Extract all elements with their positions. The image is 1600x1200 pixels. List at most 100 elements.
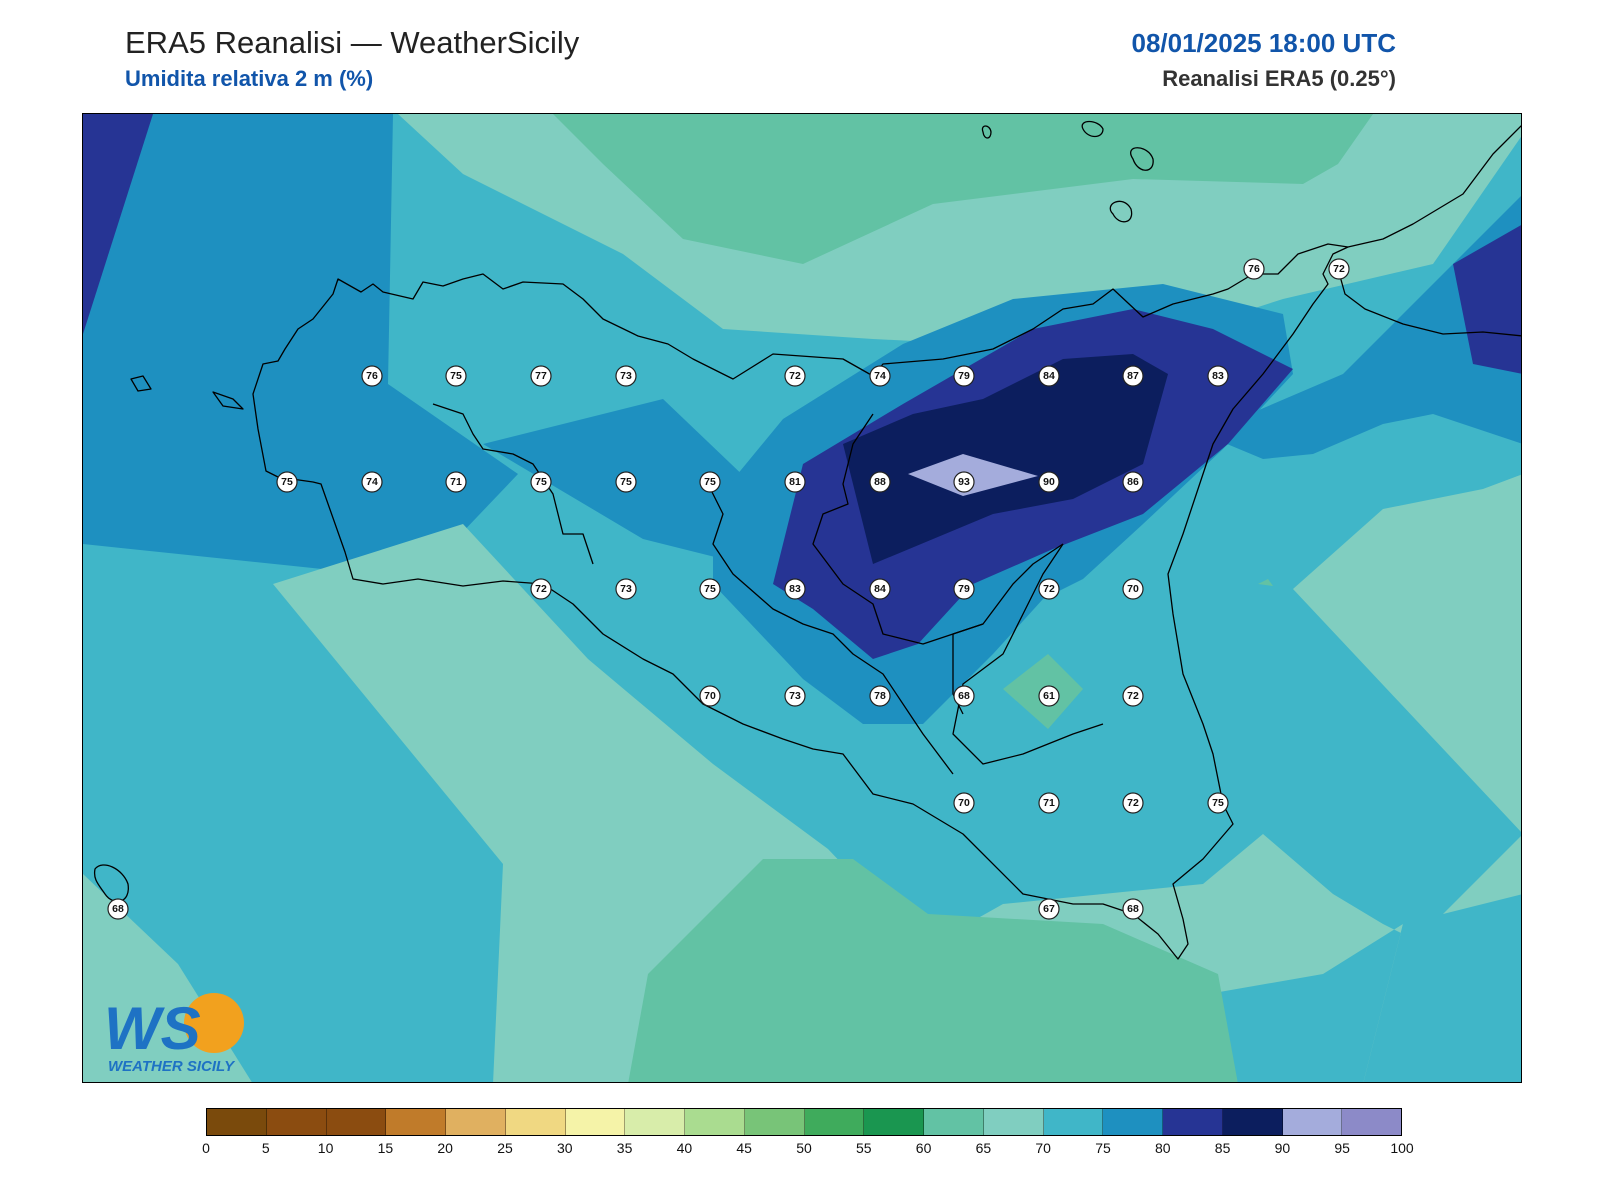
egadi-1 bbox=[130, 375, 152, 392]
datetime-label: 08/01/2025 18:00 UTC bbox=[1131, 28, 1396, 58]
station-dot bbox=[784, 471, 806, 493]
colorbar-segment bbox=[1342, 1109, 1401, 1135]
station-dot bbox=[1122, 898, 1144, 920]
colorbar-tick-label: 20 bbox=[437, 1140, 453, 1156]
colorbar-segment bbox=[326, 1109, 387, 1135]
station-value: 75 bbox=[704, 476, 716, 488]
colorbar-tick-label: 30 bbox=[557, 1140, 573, 1156]
station-value: 81 bbox=[789, 476, 801, 488]
station-dot bbox=[1038, 685, 1060, 707]
station-marker: 72 bbox=[1122, 792, 1144, 814]
station-dot bbox=[699, 578, 721, 600]
station-dot bbox=[530, 578, 552, 600]
colorbar bbox=[206, 1108, 1402, 1136]
station-value: 84 bbox=[1043, 370, 1055, 382]
aeolian-1 bbox=[1130, 147, 1154, 171]
station-value: 75 bbox=[535, 476, 547, 488]
station-marker: 73 bbox=[615, 578, 637, 600]
station-value: 74 bbox=[874, 370, 886, 382]
contour-65-north bbox=[553, 114, 1373, 264]
station-value: 75 bbox=[450, 370, 462, 382]
station-marker: 79 bbox=[953, 578, 975, 600]
province-border-3 bbox=[812, 413, 1064, 645]
station-value: 72 bbox=[1333, 263, 1345, 275]
station-dot bbox=[953, 471, 975, 493]
colorbar-segment bbox=[565, 1109, 626, 1135]
station-marker: 75 bbox=[530, 471, 552, 493]
colorbar-segment bbox=[1163, 1109, 1223, 1135]
station-value: 68 bbox=[1127, 903, 1139, 915]
station-value: 93 bbox=[958, 476, 970, 488]
logo-initials: WS bbox=[104, 995, 201, 1062]
colorbar-segment bbox=[266, 1109, 327, 1135]
colorbar-tick-label: 15 bbox=[377, 1140, 394, 1156]
station-dot bbox=[615, 471, 637, 493]
station-dot bbox=[1207, 792, 1229, 814]
colorbar-segment bbox=[1222, 1109, 1283, 1135]
station-dot bbox=[1122, 578, 1144, 600]
station-dot bbox=[530, 365, 552, 387]
colorbar-segment bbox=[1282, 1109, 1343, 1135]
station-dot bbox=[953, 578, 975, 600]
colorbar-tick-label: 40 bbox=[676, 1140, 693, 1156]
contour-80-west bbox=[83, 114, 518, 579]
station-marker: 81 bbox=[784, 471, 806, 493]
station-marker: 78 bbox=[869, 685, 891, 707]
station-marker: 75 bbox=[699, 471, 721, 493]
station-dot bbox=[1328, 258, 1350, 280]
station-marker: 68 bbox=[107, 898, 129, 920]
colorbar-tick-label: 10 bbox=[317, 1140, 334, 1156]
station-dot bbox=[107, 898, 129, 920]
station-value: 72 bbox=[535, 583, 547, 595]
colorbar-segment bbox=[505, 1109, 566, 1135]
logo-mark: WS WEATHER SICILY bbox=[104, 993, 244, 1075]
contour-85-east bbox=[1453, 225, 1521, 374]
station-value: 71 bbox=[1043, 797, 1055, 809]
station-dot bbox=[276, 471, 298, 493]
station-marker: 88 bbox=[869, 471, 891, 493]
station-marker: 73 bbox=[615, 365, 637, 387]
station-dot bbox=[784, 365, 806, 387]
station-value: 73 bbox=[620, 583, 632, 595]
humidity-map: 76 72 76 75 77 73 72 74 79 84 87 83 75 74 71 75 75 75 81 88… bbox=[83, 114, 1521, 1082]
station-marker: 61 bbox=[1038, 685, 1060, 707]
contour-85-nw bbox=[83, 114, 153, 334]
station-marker: 72 bbox=[1122, 685, 1144, 707]
colorbar-segment bbox=[804, 1109, 865, 1135]
colorbar-tick-label: 80 bbox=[1155, 1140, 1171, 1156]
contour-90-core bbox=[843, 354, 1168, 564]
source-label: Reanalisi ERA5 (0.25°) bbox=[1162, 66, 1396, 91]
colorbar-segment bbox=[446, 1109, 506, 1135]
station-value: 70 bbox=[704, 690, 716, 702]
station-dot bbox=[784, 685, 806, 707]
station-value: 88 bbox=[874, 476, 886, 488]
station-value: 68 bbox=[958, 690, 970, 702]
station-marker: 75 bbox=[615, 471, 637, 493]
logo-text: WEATHER SICILY bbox=[108, 1058, 236, 1075]
contour-95-peak bbox=[908, 454, 1038, 496]
station-dot bbox=[361, 365, 383, 387]
map-title: ERA5 Reanalisi — WeatherSicily bbox=[125, 25, 580, 60]
calabria-coast-2 bbox=[1337, 268, 1521, 337]
station-marker: 72 bbox=[530, 578, 552, 600]
station-value: 84 bbox=[874, 583, 886, 595]
station-value: 67 bbox=[1043, 903, 1055, 915]
aeolian-3 bbox=[1081, 120, 1104, 138]
station-value: 74 bbox=[366, 476, 378, 488]
station-value: 71 bbox=[450, 476, 462, 488]
colorbar-tick-label: 0 bbox=[202, 1140, 210, 1156]
province-border-2 bbox=[702, 473, 954, 775]
station-value: 68 bbox=[112, 903, 124, 915]
station-dot bbox=[361, 471, 383, 493]
station-dot bbox=[530, 471, 552, 493]
station-value: 72 bbox=[1127, 797, 1139, 809]
station-value: 77 bbox=[535, 370, 547, 382]
station-dot bbox=[615, 578, 637, 600]
station-value: 72 bbox=[1127, 690, 1139, 702]
station-dot bbox=[1243, 258, 1265, 280]
station-marker: 76 bbox=[1243, 258, 1265, 280]
station-dot bbox=[869, 685, 891, 707]
station-marker: 79 bbox=[953, 365, 975, 387]
station-value: 73 bbox=[789, 690, 801, 702]
station-marker: 71 bbox=[1038, 792, 1060, 814]
